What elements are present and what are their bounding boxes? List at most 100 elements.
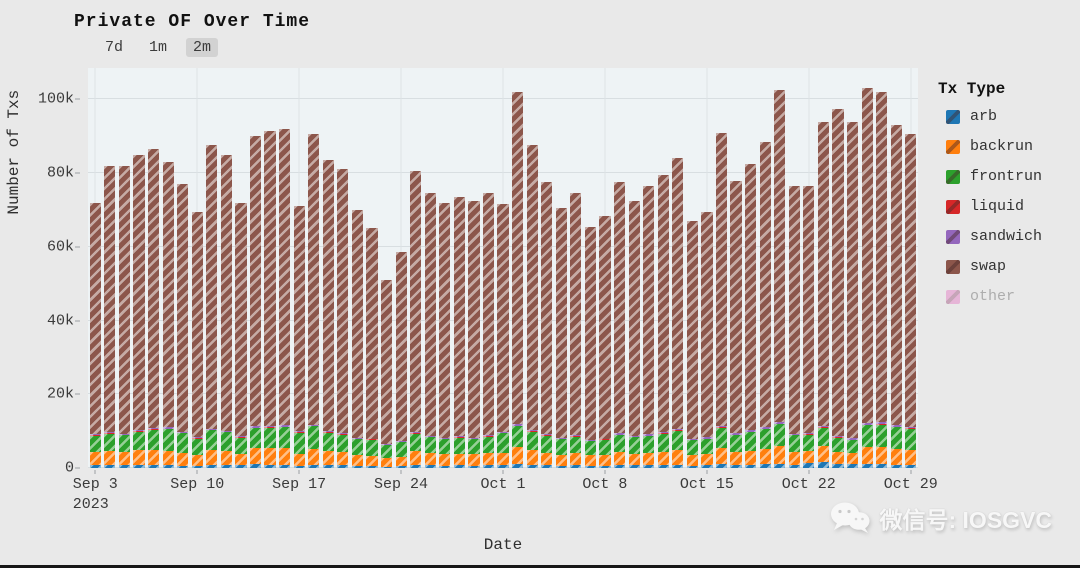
bar-Oct-22[interactable] xyxy=(803,68,815,468)
bar-Sep-29[interactable] xyxy=(468,68,480,468)
bar-Sep-24[interactable] xyxy=(395,68,407,468)
bar-Oct-2[interactable] xyxy=(512,68,524,468)
legend-item-arb[interactable]: arb xyxy=(946,108,1076,125)
swap-segment xyxy=(162,162,174,428)
legend-item-swap[interactable]: swap xyxy=(946,258,1076,275)
bar-Sep-20[interactable] xyxy=(337,68,349,468)
y-tick-mark xyxy=(75,172,80,174)
frontrun-segment xyxy=(657,433,669,452)
bar-Oct-6[interactable] xyxy=(570,68,582,468)
bar-Oct-28[interactable] xyxy=(890,68,902,468)
arb-segment xyxy=(715,464,728,468)
bar-Oct-24[interactable] xyxy=(832,68,844,468)
bar-Oct-29[interactable] xyxy=(905,68,917,468)
bar-Oct-12[interactable] xyxy=(657,68,669,468)
bar-Oct-23[interactable] xyxy=(817,68,829,468)
bar-Sep-27[interactable] xyxy=(439,68,451,468)
arb-segment xyxy=(468,465,480,468)
chart-title: Private OF Over Time xyxy=(74,12,311,32)
frontrun-segment xyxy=(279,427,291,449)
range-button-1m[interactable]: 1m xyxy=(149,39,168,56)
bar-Oct-21[interactable] xyxy=(788,68,800,468)
bar-Oct-1[interactable] xyxy=(497,68,509,468)
frontrun-segment xyxy=(890,427,902,450)
bar-Sep-13[interactable] xyxy=(235,68,247,468)
x-tick-mark xyxy=(400,470,402,474)
sandwich-segment xyxy=(366,438,378,440)
bar-Oct-5[interactable] xyxy=(555,68,567,468)
x-tick-label-Oct-15: Oct 15 xyxy=(679,476,734,493)
frontrun-segment xyxy=(541,435,553,453)
bar-Sep-12[interactable] xyxy=(220,68,232,468)
bar-Sep-10[interactable] xyxy=(191,68,203,468)
arb-segment xyxy=(497,465,509,468)
bar-Oct-4[interactable] xyxy=(541,68,553,468)
bar-Sep-14[interactable] xyxy=(249,68,262,468)
legend-item-liquid[interactable]: liquid xyxy=(946,198,1076,215)
bar-Sep-21[interactable] xyxy=(351,68,363,468)
bar-Oct-15[interactable] xyxy=(701,68,713,468)
bar-Oct-20[interactable] xyxy=(774,68,786,468)
bar-Sep-8[interactable] xyxy=(162,68,174,468)
bar-Oct-10[interactable] xyxy=(628,68,640,468)
backrun-segment xyxy=(380,458,393,467)
x-tick-mark xyxy=(94,470,96,474)
bar-Oct-14[interactable] xyxy=(686,68,698,468)
arb-segment xyxy=(788,464,800,468)
bar-Sep-11[interactable] xyxy=(206,68,218,468)
bar-Oct-9[interactable] xyxy=(613,68,626,468)
bar-Sep-9[interactable] xyxy=(177,68,189,468)
swap-segment xyxy=(803,186,815,434)
bar-Sep-3[interactable] xyxy=(89,68,101,468)
bar-Sep-23[interactable] xyxy=(380,68,393,468)
swap-segment xyxy=(555,208,567,439)
bar-Oct-7[interactable] xyxy=(584,68,596,468)
bar-Oct-25[interactable] xyxy=(846,68,859,468)
bar-Sep-6[interactable] xyxy=(133,68,145,468)
legend-item-other[interactable]: other xyxy=(946,288,1076,305)
bar-Oct-16[interactable] xyxy=(715,68,728,468)
legend-item-backrun[interactable]: backrun xyxy=(946,138,1076,155)
bar-Sep-4[interactable] xyxy=(104,68,116,468)
bar-Sep-7[interactable] xyxy=(147,68,160,468)
swap-segment xyxy=(832,108,844,436)
bar-Oct-17[interactable] xyxy=(730,68,742,468)
bar-Oct-13[interactable] xyxy=(672,68,684,468)
bar-Sep-18[interactable] xyxy=(308,68,320,468)
legend-label-arb: arb xyxy=(970,108,998,125)
range-button-2m[interactable]: 2m xyxy=(186,38,219,57)
bar-Sep-28[interactable] xyxy=(453,68,465,468)
arb-segment xyxy=(526,464,538,468)
backrun-segment xyxy=(788,452,800,465)
backrun-segment xyxy=(613,452,626,466)
bar-Oct-3[interactable] xyxy=(526,68,538,468)
bar-Sep-17[interactable] xyxy=(293,68,305,468)
legend-item-sandwich[interactable]: sandwich xyxy=(946,228,1076,245)
bar-Sep-22[interactable] xyxy=(366,68,378,468)
sandwich-segment xyxy=(380,444,393,445)
bar-Oct-27[interactable] xyxy=(876,68,888,468)
arb-segment xyxy=(293,465,305,468)
bar-Oct-8[interactable] xyxy=(599,68,611,468)
arb-segment xyxy=(453,465,465,468)
bar-Oct-11[interactable] xyxy=(643,68,655,468)
bar-Oct-19[interactable] xyxy=(759,68,771,468)
range-button-7d[interactable]: 7d xyxy=(105,39,124,56)
bar-Sep-26[interactable] xyxy=(424,68,436,468)
bar-Sep-16[interactable] xyxy=(279,68,291,468)
bar-Sep-30[interactable] xyxy=(482,68,495,468)
bar-Oct-26[interactable] xyxy=(861,68,873,468)
swap-segment xyxy=(905,134,917,427)
frontrun-segment xyxy=(133,431,145,450)
sandwich-segment xyxy=(162,427,174,429)
arb-segment xyxy=(745,464,757,468)
legend-item-frontrun[interactable]: frontrun xyxy=(946,168,1076,185)
sandwich-segment xyxy=(715,425,728,428)
bar-Sep-25[interactable] xyxy=(410,68,422,468)
bar-Sep-15[interactable] xyxy=(264,68,276,468)
bar-Oct-18[interactable] xyxy=(745,68,757,468)
bar-Sep-5[interactable] xyxy=(118,68,130,468)
bar-Sep-19[interactable] xyxy=(322,68,334,468)
x-tick-mark xyxy=(604,470,606,474)
backrun-segment xyxy=(366,455,378,467)
